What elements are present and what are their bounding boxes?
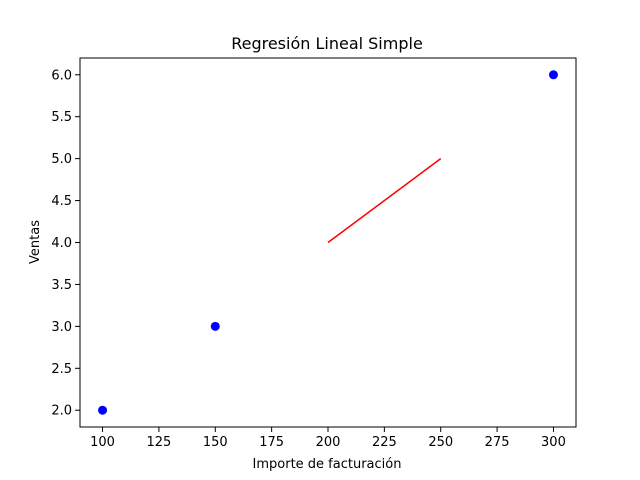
x-tick-label: 300 — [541, 435, 566, 450]
x-tick-label: 275 — [485, 435, 510, 450]
x-tick-label: 100 — [90, 435, 115, 450]
x-tick-label: 200 — [316, 435, 341, 450]
y-tick-label: 5.0 — [51, 152, 72, 167]
y-tick-label: 4.5 — [51, 194, 72, 209]
y-tick-label: 2.5 — [51, 362, 72, 377]
y-tick-label: 3.5 — [51, 278, 72, 293]
data-point — [98, 405, 108, 415]
x-axis-label: Importe de facturación — [253, 457, 402, 472]
y-tick-label: 3.0 — [51, 320, 72, 335]
y-tick-label: 2.0 — [51, 404, 72, 419]
axis-ticks: 100 125 150 175 200 225 250 275 300 2.0 2.5 3.0 3.5 4… — [51, 68, 566, 450]
regression-line — [327, 158, 442, 244]
data-point — [210, 321, 220, 331]
y-tick-label: 4.0 — [51, 236, 72, 251]
y-tick-label: 6.0 — [51, 68, 72, 83]
y-axis-label: Ventas — [28, 220, 43, 264]
x-tick-label: 125 — [146, 435, 171, 450]
plot-frame — [79, 57, 577, 428]
x-tick-label: 250 — [428, 435, 453, 450]
chart-title: Regresión Lineal Simple — [231, 34, 423, 53]
x-tick-label: 225 — [372, 435, 397, 450]
data-point — [548, 70, 558, 80]
y-tick-label: 5.5 — [51, 110, 72, 125]
data-marks — [98, 70, 558, 415]
x-tick-label: 175 — [259, 435, 284, 450]
x-tick-label: 150 — [203, 435, 228, 450]
